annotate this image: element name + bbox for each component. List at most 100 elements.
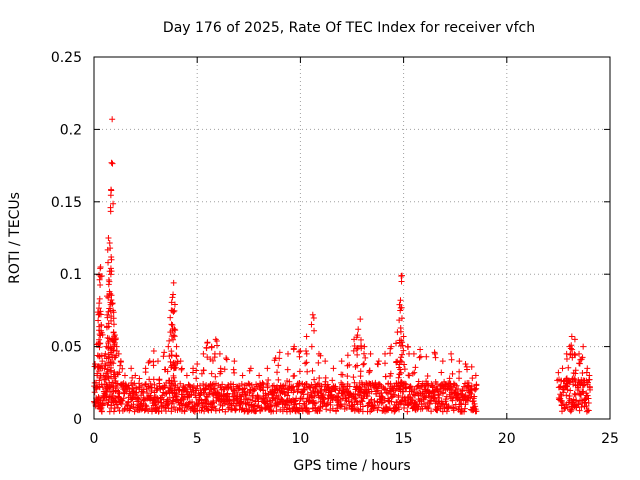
data-point: [284, 366, 291, 373]
data-point: [173, 390, 180, 397]
data-point: [159, 392, 166, 399]
data-point: [398, 278, 405, 285]
data-point: [121, 372, 128, 379]
data-point: [204, 354, 211, 361]
data-point: [397, 379, 404, 386]
data-point: [382, 360, 389, 367]
data-point: [204, 394, 211, 401]
data-point: [104, 311, 111, 318]
data-point: [387, 350, 394, 357]
data-point: [452, 401, 459, 408]
data-point: [397, 297, 404, 304]
data-point: [309, 384, 316, 391]
data-point: [415, 378, 422, 385]
data-point: [278, 395, 285, 402]
data-point: [400, 347, 407, 354]
data-point: [580, 388, 587, 395]
data-point: [105, 354, 112, 361]
data-point: [132, 372, 139, 379]
data-point: [299, 408, 306, 415]
data-point: [398, 304, 405, 311]
data-point: [142, 381, 149, 388]
data-point: [296, 368, 303, 375]
data-point: [402, 380, 409, 387]
data-point: [135, 396, 142, 403]
data-point: [98, 408, 105, 415]
data-point: [109, 300, 116, 307]
chart-title: Day 176 of 2025, Rate Of TEC Index for r…: [163, 20, 535, 36]
data-point: [331, 386, 338, 393]
data-point: [232, 407, 239, 414]
data-point: [193, 367, 200, 374]
data-point: [416, 354, 423, 361]
data-point: [258, 406, 265, 413]
data-point: [357, 373, 364, 380]
x-tick-label: 5: [193, 431, 202, 447]
data-point: [311, 393, 318, 400]
data-point: [456, 358, 463, 365]
data-point: [470, 397, 477, 404]
data-point: [439, 358, 446, 365]
data-point: [170, 291, 177, 298]
data-point: [370, 405, 377, 412]
data-point: [142, 369, 149, 376]
data-point: [237, 399, 244, 406]
data-point: [316, 407, 323, 414]
data-point: [154, 358, 161, 365]
data-point: [208, 344, 215, 351]
data-point: [170, 308, 177, 315]
data-point: [247, 396, 254, 403]
data-point: [115, 350, 122, 357]
data-point: [449, 370, 456, 377]
data-point: [102, 360, 109, 367]
data-point: [454, 390, 461, 397]
data-point: [563, 355, 570, 362]
data-point: [405, 344, 412, 351]
data-point: [327, 407, 334, 414]
data-point: [338, 403, 345, 410]
data-point: [365, 386, 372, 393]
data-point: [302, 360, 309, 367]
data-point: [189, 384, 196, 391]
data-point: [563, 382, 570, 389]
data-point: [578, 403, 585, 410]
data-point: [473, 408, 480, 415]
data-point: [580, 343, 587, 350]
data-point: [112, 354, 119, 361]
data-point: [581, 377, 588, 384]
data-point: [353, 345, 360, 352]
data-point: [186, 400, 193, 407]
data-point: [411, 369, 418, 376]
data-point: [315, 359, 322, 366]
data-point: [217, 370, 224, 377]
data-point: [106, 335, 113, 342]
data-point: [105, 294, 112, 301]
data-point: [291, 398, 298, 405]
data-point: [113, 401, 120, 408]
data-point: [398, 273, 405, 280]
data-point: [567, 408, 574, 415]
data-point: [459, 387, 466, 394]
data-point: [214, 342, 221, 349]
data-point: [458, 400, 465, 407]
data-point: [382, 350, 389, 357]
data-point: [560, 400, 567, 407]
data-point: [174, 360, 181, 367]
data-point: [329, 377, 336, 384]
data-point: [168, 299, 175, 306]
data-point: [105, 259, 112, 266]
data-point: [397, 328, 404, 335]
data-point: [259, 379, 266, 386]
data-point: [107, 208, 114, 215]
data-point: [354, 399, 361, 406]
data-point: [357, 316, 364, 323]
data-point: [143, 403, 150, 410]
data-point: [97, 282, 104, 289]
x-axis-label: GPS time / hours: [293, 458, 410, 474]
y-tick-label: 0: [73, 412, 82, 428]
data-point: [103, 370, 110, 377]
data-point: [468, 363, 475, 370]
data-point: [230, 387, 237, 394]
data-point: [284, 392, 291, 399]
data-point: [95, 368, 102, 375]
